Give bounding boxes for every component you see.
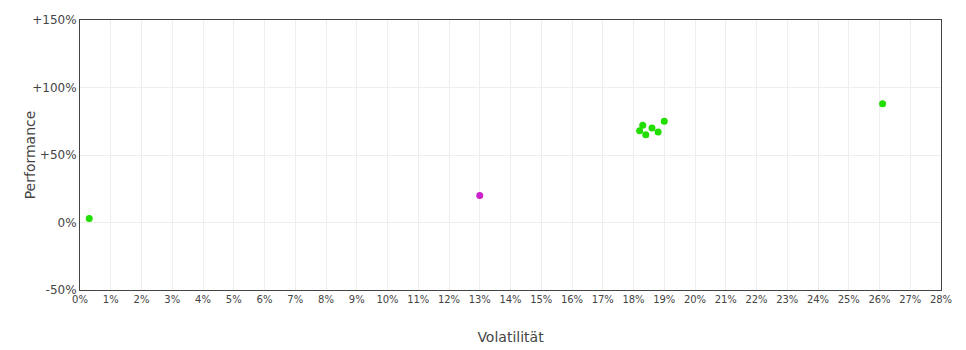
svg-text:+50%: +50%	[40, 148, 77, 162]
svg-text:8%: 8%	[318, 294, 334, 305]
svg-text:Performance: Performance	[22, 111, 38, 200]
svg-text:Volatilität: Volatilität	[477, 329, 544, 345]
svg-text:5%: 5%	[226, 294, 242, 305]
svg-text:22%: 22%	[745, 294, 767, 305]
svg-text:3%: 3%	[164, 294, 180, 305]
svg-text:23%: 23%	[776, 294, 798, 305]
svg-text:26%: 26%	[868, 294, 890, 305]
svg-text:13%: 13%	[469, 294, 491, 305]
svg-text:11%: 11%	[407, 294, 429, 305]
svg-text:+150%: +150%	[32, 13, 76, 27]
svg-text:14%: 14%	[499, 294, 521, 305]
svg-text:0%: 0%	[58, 216, 77, 230]
svg-text:-50%: -50%	[46, 283, 77, 297]
svg-text:24%: 24%	[807, 294, 829, 305]
svg-text:25%: 25%	[838, 294, 860, 305]
svg-text:2%: 2%	[134, 294, 150, 305]
svg-text:21%: 21%	[715, 294, 737, 305]
svg-text:15%: 15%	[530, 294, 552, 305]
svg-text:27%: 27%	[899, 294, 921, 305]
svg-text:4%: 4%	[195, 294, 211, 305]
svg-text:20%: 20%	[684, 294, 706, 305]
svg-text:12%: 12%	[438, 294, 460, 305]
svg-text:16%: 16%	[561, 294, 583, 305]
svg-text:7%: 7%	[287, 294, 303, 305]
svg-text:6%: 6%	[257, 294, 273, 305]
svg-text:1%: 1%	[103, 294, 119, 305]
svg-text:19%: 19%	[653, 294, 675, 305]
svg-text:+100%: +100%	[32, 81, 76, 95]
svg-text:18%: 18%	[622, 294, 644, 305]
svg-text:0%: 0%	[72, 294, 88, 305]
svg-text:9%: 9%	[349, 294, 365, 305]
svg-text:17%: 17%	[592, 294, 614, 305]
svg-text:10%: 10%	[376, 294, 398, 305]
svg-text:28%: 28%	[930, 294, 952, 305]
